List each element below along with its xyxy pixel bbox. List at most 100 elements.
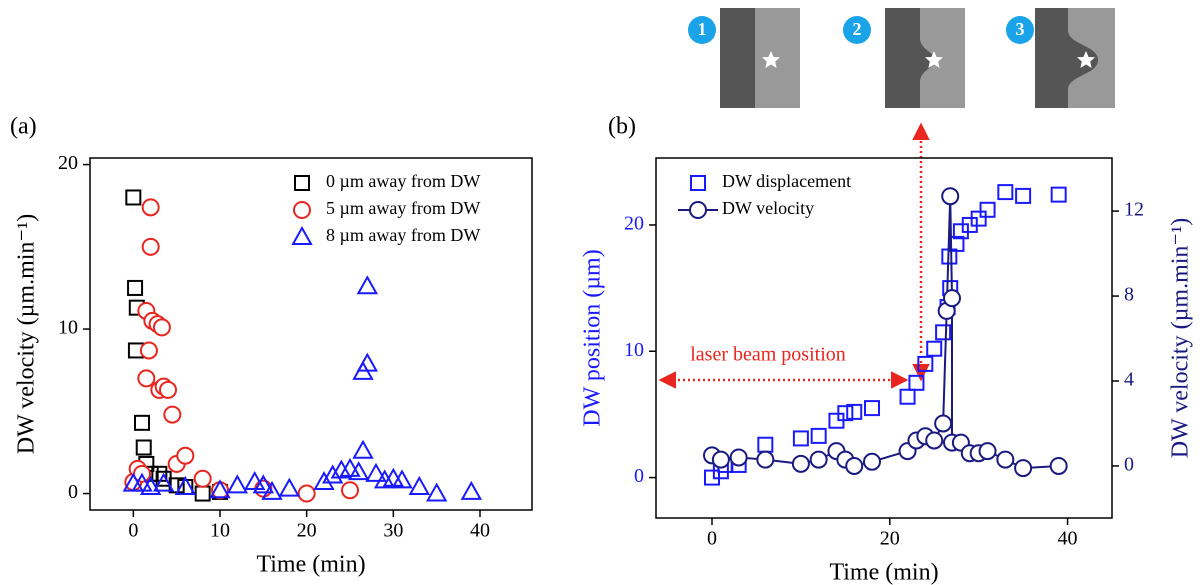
legend-label: 0 µm away from DW — [326, 171, 480, 191]
square-marker — [125, 189, 142, 206]
x-tick-label: 0 — [707, 528, 717, 550]
panel-label: (b) — [608, 114, 636, 140]
square-marker — [935, 324, 952, 341]
y2-tick-label: 12 — [1124, 199, 1144, 221]
y2-axis-label: DW velocity (µm.min⁻¹) — [1168, 218, 1194, 459]
circle-marker — [941, 187, 960, 206]
circle-marker — [863, 452, 881, 471]
square-marker — [979, 201, 996, 218]
circle-marker — [729, 448, 748, 467]
square-marker — [864, 400, 880, 417]
x-tick-label: 10 — [210, 520, 230, 542]
triangle-marker — [243, 470, 266, 491]
square-marker — [1015, 187, 1032, 204]
y2-tick-label: 8 — [1124, 284, 1134, 306]
triangle-marker — [425, 482, 448, 502]
panel-label: (a) — [10, 114, 37, 140]
triangle-marker — [356, 352, 379, 372]
triangle-marker — [131, 472, 153, 492]
x-tick-label: 20 — [297, 520, 317, 542]
inset-number: 2 — [853, 19, 862, 39]
triangle-marker — [330, 459, 353, 479]
legend-marker — [293, 201, 311, 219]
triangle-marker — [209, 479, 231, 499]
square-marker — [917, 355, 934, 372]
triangle-marker — [460, 480, 483, 500]
inset-3: 3 — [1006, 8, 1115, 108]
y-tick-label: 20 — [624, 213, 644, 235]
square-marker — [926, 340, 943, 357]
y-tick-label: 10 — [58, 317, 78, 339]
triangle-marker — [313, 470, 335, 491]
square-marker — [127, 279, 144, 296]
square-marker — [899, 388, 916, 405]
y-axis-label: DW velocity (µm.min⁻¹) — [14, 214, 40, 455]
circle-marker — [1014, 459, 1033, 478]
circle-marker — [341, 481, 359, 500]
circle-marker — [711, 450, 730, 469]
square-marker — [1050, 186, 1067, 203]
y2-tick-label: 0 — [1124, 454, 1134, 476]
square-marker — [792, 430, 809, 447]
plot-frame — [655, 157, 1113, 519]
circle-marker — [845, 456, 864, 475]
triangle-marker — [139, 475, 162, 495]
plot-frame — [89, 157, 533, 511]
circle-marker — [141, 237, 160, 256]
x-axis-label: Time (min) — [256, 552, 365, 578]
legend-label: 5 µm away from DW — [326, 198, 480, 218]
circle-marker — [163, 405, 182, 424]
triangle-marker — [347, 461, 370, 481]
legend-marker — [689, 201, 707, 219]
circle-marker — [152, 318, 171, 337]
x-tick-label: 40 — [470, 520, 490, 542]
triangle-marker — [356, 275, 379, 295]
x-axis-label: Time (min) — [829, 560, 938, 585]
circle-marker — [137, 369, 156, 388]
square-marker — [908, 374, 925, 391]
square-marker — [757, 436, 774, 453]
triangle-marker — [152, 472, 175, 492]
triangle-marker — [226, 474, 249, 494]
circle-marker — [297, 484, 316, 503]
triangle-marker — [373, 469, 396, 489]
circle-marker — [791, 454, 810, 473]
y-tick-label: 0 — [68, 481, 78, 503]
square-marker — [846, 403, 863, 420]
legend-label: 8 µm away from DW — [326, 225, 480, 245]
inset-2: 2 — [843, 8, 965, 108]
inset-number: 1 — [698, 19, 707, 39]
x-tick-label: 0 — [128, 520, 138, 542]
inset-1: 1 — [688, 8, 800, 108]
square-marker — [810, 427, 827, 444]
circle-marker — [925, 431, 944, 450]
circle-marker — [978, 442, 997, 461]
square-marker — [135, 439, 152, 456]
circle-marker — [193, 469, 212, 488]
y-tick-label: 10 — [624, 339, 644, 361]
triangle-marker — [408, 475, 431, 495]
legend-marker — [294, 175, 310, 191]
x-tick-label: 40 — [1058, 528, 1078, 550]
series-line — [711, 196, 1059, 470]
y-axis-label: DW position (µm) — [580, 249, 606, 426]
circle-marker — [141, 198, 160, 217]
triangle-marker — [321, 464, 344, 484]
triangle-marker — [252, 474, 275, 494]
square-marker — [997, 184, 1014, 201]
square-marker — [134, 414, 150, 431]
x-tick-label: 20 — [880, 528, 900, 550]
y-tick-label: 20 — [58, 152, 78, 174]
triangle-marker — [352, 439, 374, 459]
inset-number: 3 — [1016, 19, 1025, 39]
circle-marker — [756, 450, 775, 469]
circle-marker — [996, 450, 1015, 469]
legend-marker — [690, 175, 706, 191]
circle-marker — [176, 446, 195, 465]
legend-label: DW velocity — [722, 198, 814, 218]
square-marker — [194, 485, 211, 502]
circle-marker — [1049, 456, 1068, 475]
y-tick-label: 0 — [634, 465, 644, 487]
